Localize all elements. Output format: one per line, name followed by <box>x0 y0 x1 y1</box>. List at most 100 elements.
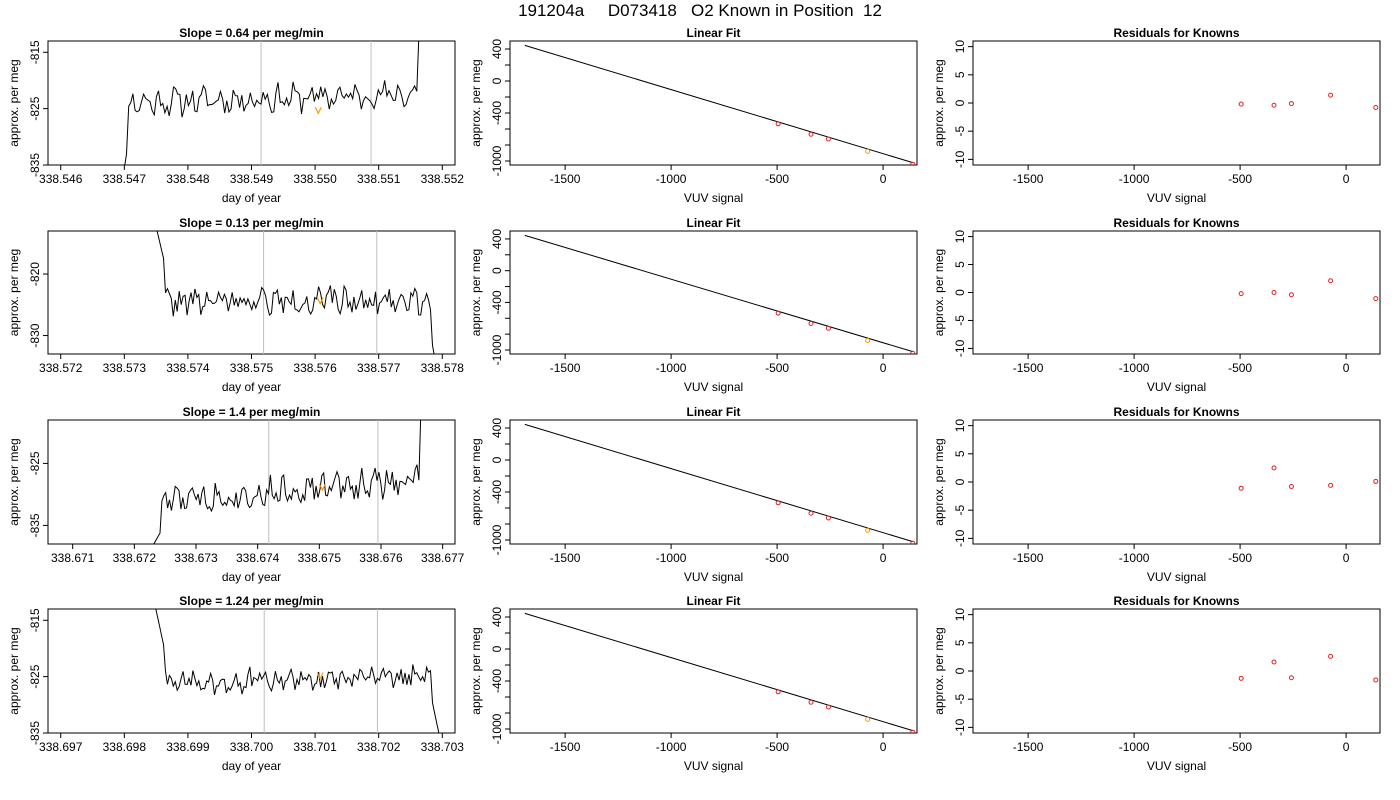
time-series-2: Slope = 0.13 per meg/min day of year appro… <box>7 216 464 394</box>
known-point <box>865 716 871 722</box>
y-tick-label: -835 <box>28 153 42 177</box>
y-tick-label: 5 <box>953 639 967 646</box>
residual-point <box>1271 290 1277 295</box>
y-tick-label: -1000 <box>490 145 504 176</box>
series-line <box>153 420 422 544</box>
y-tick-label: -820 <box>28 262 42 286</box>
y-axis-label: approx. per meg <box>7 627 21 714</box>
fit-line <box>524 423 913 543</box>
y-tick-label: -1000 <box>490 524 504 555</box>
known-point <box>775 500 781 506</box>
residual-point <box>1328 278 1334 284</box>
residuals-1: Residuals for Knowns VUV signal approx. pe… <box>932 26 1381 205</box>
x-tick-label: -500 <box>765 361 789 375</box>
linear-fit-1: Linear Fit VUV signal approx. per meg -1500… <box>469 26 918 205</box>
y-axis-label: approx. per meg <box>469 627 483 714</box>
x-tick-label: 338.698 <box>103 740 147 754</box>
y-axis-label: approx. per meg <box>932 249 946 336</box>
y-tick-label: -825 <box>28 664 42 688</box>
plot-area <box>524 612 916 733</box>
y-tick-label: -400 <box>490 101 504 125</box>
y-axis-label: approx. per meg <box>7 59 21 146</box>
x-tick-label: 338.552 <box>421 172 465 186</box>
y-tick-label: 0 <box>953 667 967 674</box>
x-axis-label: day of year <box>222 570 281 584</box>
y-axis-label: approx. per meg <box>932 59 946 146</box>
y-tick-label: -825 <box>28 96 42 120</box>
residuals-2: Residuals for Knowns VUV signal approx. pe… <box>932 216 1381 394</box>
plot-frame <box>972 40 1381 166</box>
x-tick-label: -1500 <box>550 551 581 565</box>
known-point <box>910 350 916 354</box>
residual-point <box>1373 478 1379 484</box>
known-point <box>865 338 871 344</box>
plot-area <box>524 234 916 354</box>
residuals-3: Residuals for Knowns VUV signal approx. pe… <box>932 405 1381 584</box>
x-tick-label: -500 <box>765 740 789 754</box>
highlight-marker <box>316 672 324 680</box>
residual-point <box>1288 292 1294 298</box>
linear-fit-3: Linear Fit VUV signal approx. per meg -1500… <box>469 405 918 584</box>
y-tick-label: -5 <box>953 694 967 705</box>
panel-title: Linear Fit <box>686 26 740 40</box>
y-tick-label: -10 <box>953 718 967 736</box>
panel-title: Residuals for Knowns <box>1113 405 1239 419</box>
y-tick-label: 0 <box>490 456 504 463</box>
residual-point <box>1238 675 1244 681</box>
residual-point <box>1271 465 1277 471</box>
x-tick-label: 338.551 <box>357 172 401 186</box>
y-tick-label: 400 <box>490 607 504 627</box>
x-tick-label: 338.676 <box>359 551 403 565</box>
x-axis-label: day of year <box>222 380 281 394</box>
plot-area <box>1238 92 1379 111</box>
fit-line <box>524 234 913 353</box>
y-tick-label: -10 <box>953 529 967 547</box>
x-tick-label: -1500 <box>1013 361 1044 375</box>
x-tick-label: 338.675 <box>298 551 342 565</box>
x-tick-label: -1500 <box>550 172 581 186</box>
y-tick-label: 0 <box>953 99 967 106</box>
x-tick-label: 0 <box>1343 551 1350 565</box>
x-tick-label: -1500 <box>1013 551 1044 565</box>
y-tick-label: -1000 <box>490 334 504 365</box>
x-tick-label: -1000 <box>656 551 687 565</box>
known-point <box>865 527 871 533</box>
y-tick-label: -835 <box>28 513 42 537</box>
series-line <box>124 41 420 165</box>
plot-frame <box>509 608 918 734</box>
y-tick-label: 0 <box>953 478 967 485</box>
residual-point <box>1238 485 1244 491</box>
y-tick-label: -1000 <box>490 713 504 744</box>
plot-frame <box>509 40 918 166</box>
x-tick-label: -500 <box>1228 740 1252 754</box>
panel-title: Slope = 0.13 per meg/min <box>179 216 323 230</box>
plot-area <box>1238 465 1379 491</box>
x-tick-label: 338.677 <box>421 551 465 565</box>
x-tick-label: -1500 <box>550 740 581 754</box>
plot-area <box>524 423 916 544</box>
y-tick-label: -10 <box>953 150 967 168</box>
x-tick-label: -1000 <box>656 740 687 754</box>
x-axis-label: VUV signal <box>684 759 743 773</box>
x-tick-label: 338.549 <box>230 172 274 186</box>
plot-frame <box>47 608 456 734</box>
y-tick-label: 10 <box>953 230 967 244</box>
y-tick-label: 5 <box>953 71 967 78</box>
highlight-marker <box>318 483 326 492</box>
residual-point <box>1288 101 1294 107</box>
x-tick-label: 0 <box>880 361 887 375</box>
residual-point <box>1328 482 1334 488</box>
x-axis-label: VUV signal <box>684 191 743 205</box>
plot-frame <box>47 230 456 355</box>
x-tick-label: -1000 <box>1119 361 1150 375</box>
plot-area <box>155 609 440 733</box>
x-tick-label: 338.548 <box>166 172 210 186</box>
residual-point <box>1328 92 1334 98</box>
y-tick-label: 0 <box>490 77 504 84</box>
plot-frame <box>509 230 918 355</box>
time-series-3: Slope = 1.4 per meg/min day of year approx… <box>7 405 465 584</box>
y-axis-label: approx. per meg <box>469 249 483 336</box>
y-axis-label: approx. per meg <box>7 438 21 525</box>
x-tick-label: 338.701 <box>293 740 337 754</box>
